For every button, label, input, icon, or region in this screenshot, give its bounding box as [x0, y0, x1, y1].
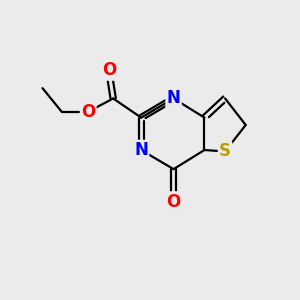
Text: S: S	[219, 142, 231, 160]
Text: O: O	[81, 103, 95, 121]
Text: N: N	[167, 89, 181, 107]
Text: N: N	[134, 141, 148, 159]
Text: O: O	[102, 61, 116, 80]
Text: O: O	[167, 193, 181, 211]
